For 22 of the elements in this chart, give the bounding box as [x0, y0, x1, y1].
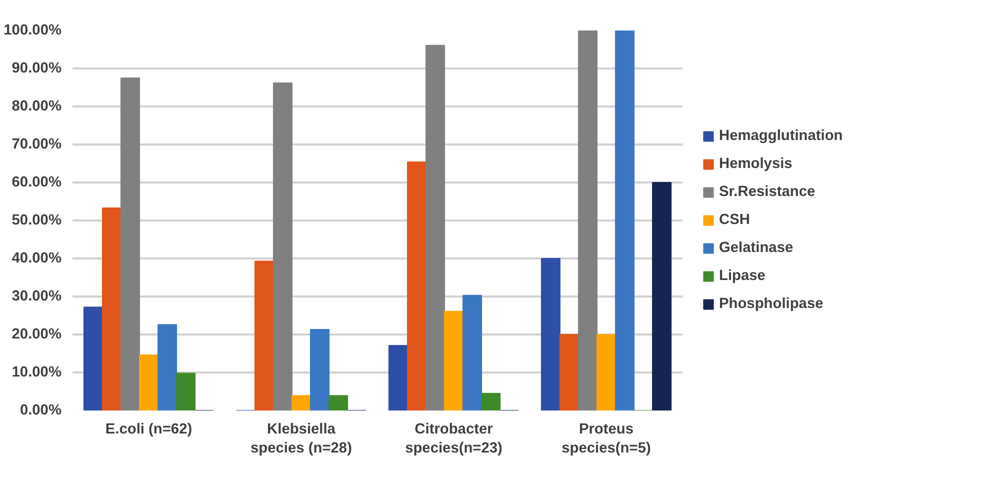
- legend-label: Gelatinase: [719, 240, 794, 256]
- y-tick-label: 50.00%: [12, 212, 62, 228]
- y-tick-label: 0.00%: [20, 402, 62, 418]
- y-tick-label: 30.00%: [12, 288, 62, 304]
- y-tick-label: 80.00%: [12, 98, 62, 114]
- y-tick-label: 90.00%: [12, 60, 62, 76]
- y-tick-label: 70.00%: [12, 136, 62, 152]
- legend-label: Hemolysis: [719, 156, 792, 172]
- y-tick-label: 10.00%: [12, 364, 62, 380]
- legend-label: Phospholipase: [719, 296, 824, 312]
- x-tick-label: Klebsiella species (n=28): [250, 422, 352, 457]
- legend-label: Hemagglutination: [719, 128, 843, 144]
- x-tick-label: Citrobacter species(n=23): [405, 422, 503, 457]
- y-tick-label: 100.00%: [4, 22, 62, 38]
- x-tick-label: Proteus species(n=5): [562, 422, 651, 457]
- x-tick-label: E.coli (n=62): [105, 422, 192, 438]
- legend-label: Sr.Resistance: [719, 184, 816, 200]
- y-tick-label: 60.00%: [12, 174, 62, 190]
- legend-label: CSH: [719, 212, 750, 228]
- legend-label: Lipase: [719, 268, 766, 284]
- y-tick-label: 40.00%: [12, 250, 62, 266]
- y-tick-label: 20.00%: [12, 326, 62, 342]
